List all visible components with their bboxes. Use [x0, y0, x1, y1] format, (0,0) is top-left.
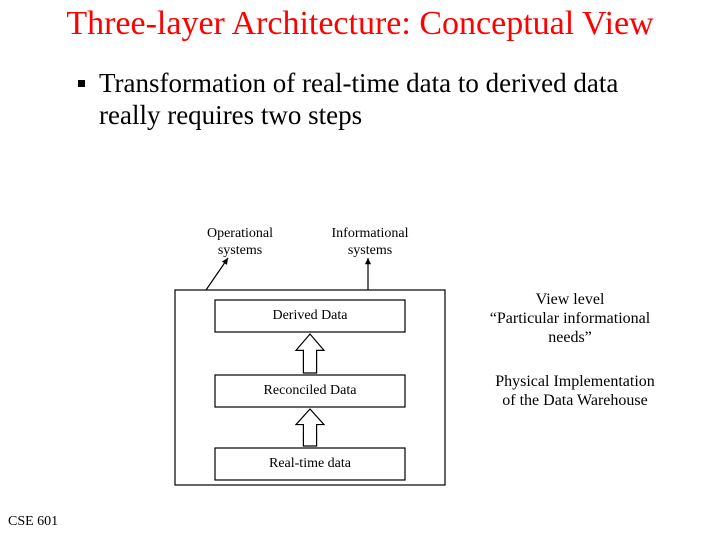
view-level-annotation: View level“Particular informationalneeds… — [470, 290, 670, 348]
bullet-dot-icon — [78, 80, 85, 87]
derived-data-label: Derived Data — [215, 308, 405, 325]
realtime-data-label: Real-time data — [215, 456, 405, 473]
reconciled-data-label: Reconciled Data — [215, 383, 405, 400]
physical-impl-annotation: Physical Implementationof the Data Wareh… — [470, 372, 680, 410]
page-title: Three-layer Architecture: Conceptual Vie… — [0, 0, 720, 43]
bullet-text: Transformation of real-time data to deri… — [99, 67, 660, 132]
footer-label: CSE 601 — [8, 514, 58, 530]
informational-systems-label: Informationalsystems — [320, 226, 420, 260]
operational-systems-label: Operationalsystems — [195, 226, 285, 260]
bullet-item: Transformation of real-time data to deri… — [0, 43, 720, 132]
